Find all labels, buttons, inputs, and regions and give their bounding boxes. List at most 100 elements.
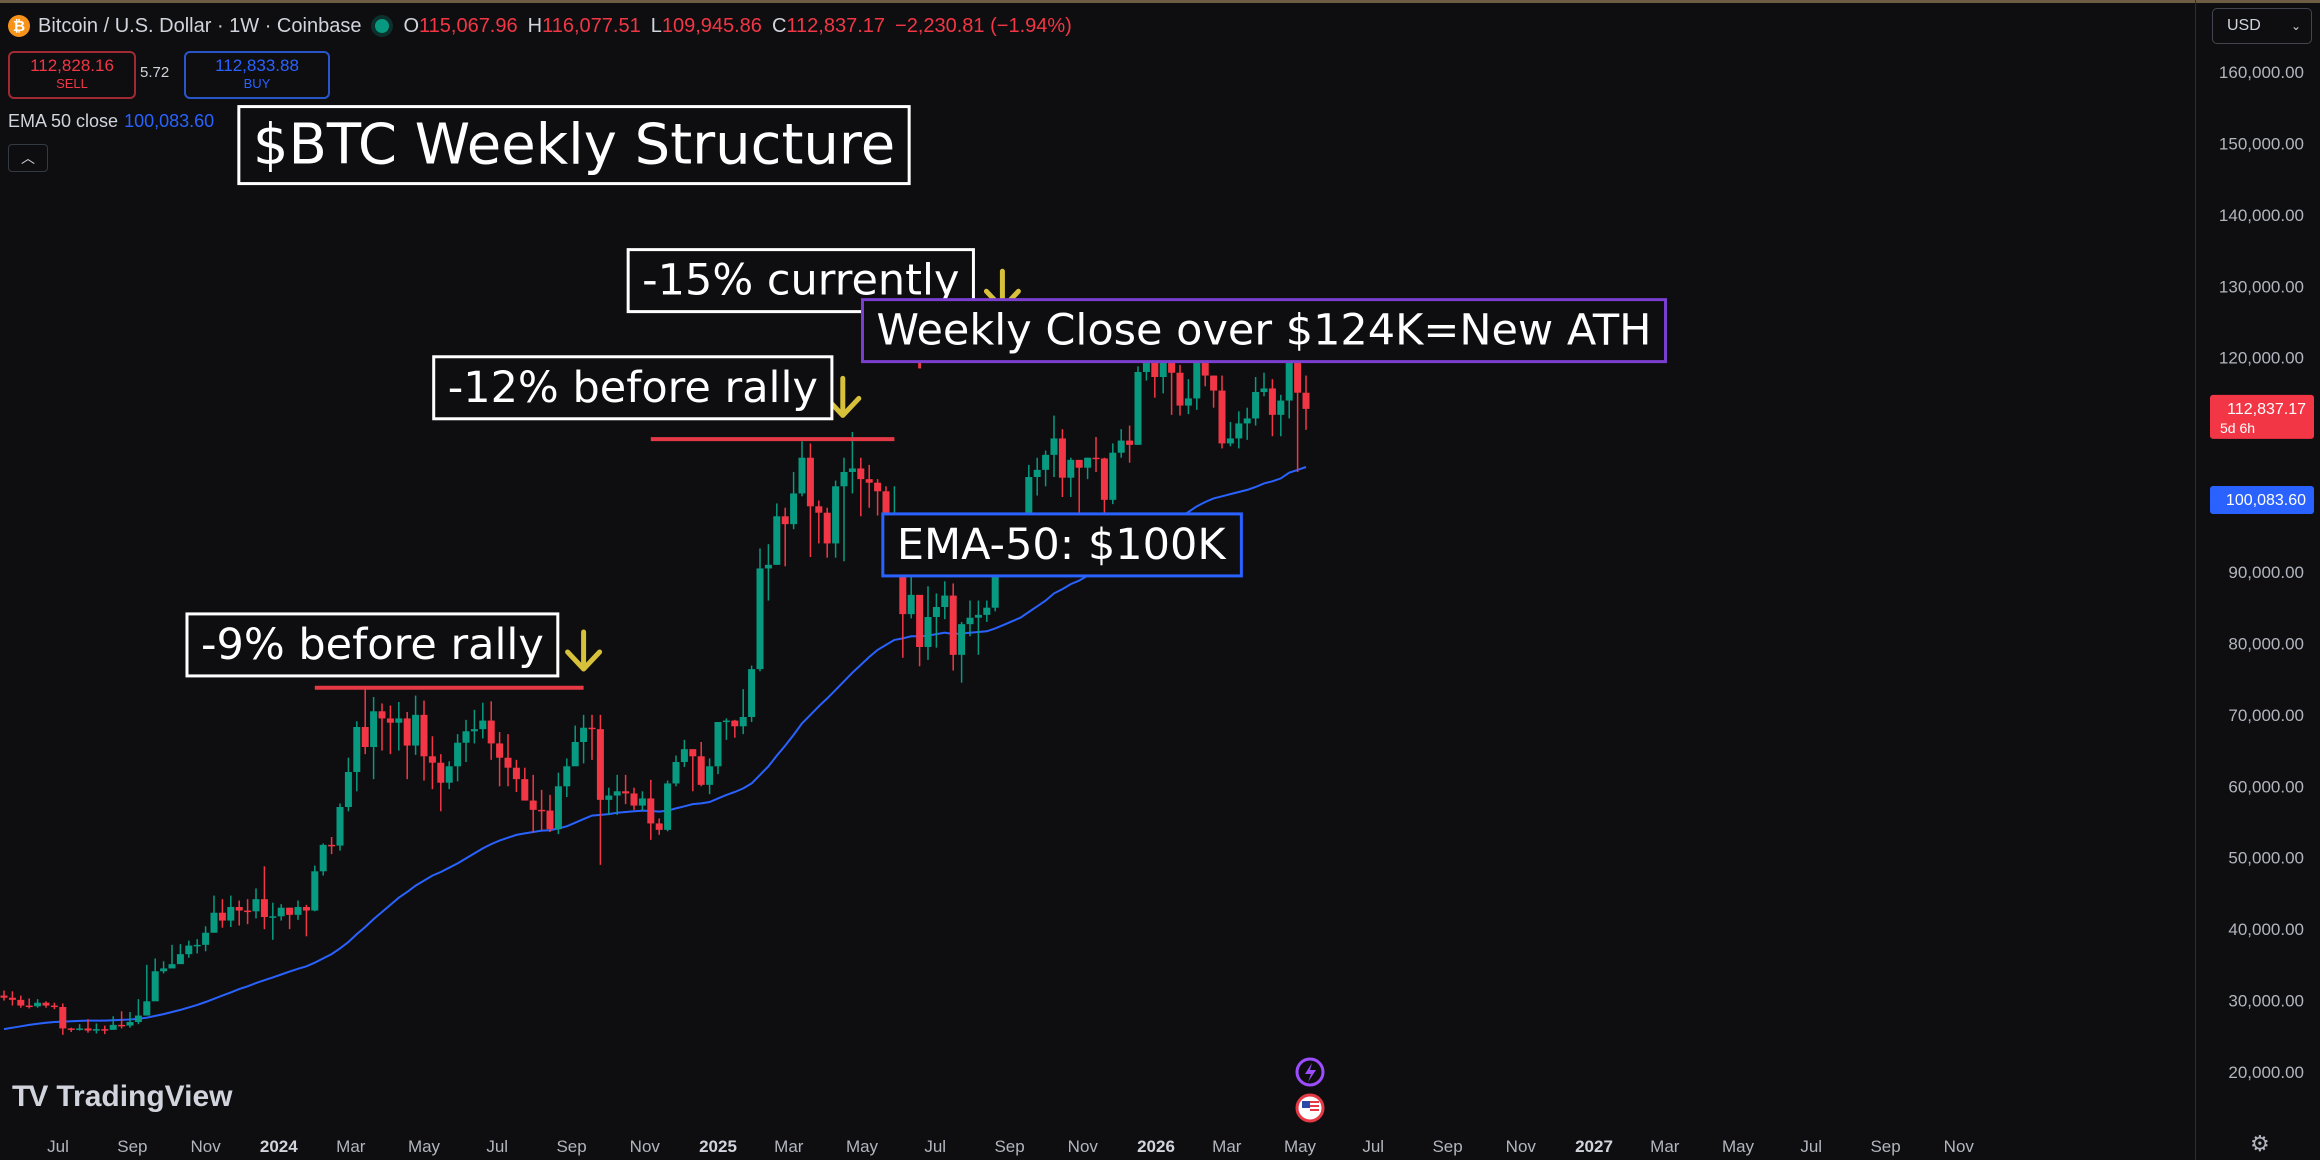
candle-body [1109,452,1117,500]
currency-select[interactable]: USD ⌄ [2212,8,2312,44]
candle-body [445,766,453,783]
y-tick-label: 20,000.00 [2228,1063,2304,1082]
x-tick-label: May [1284,1137,1317,1156]
candle-body [756,568,764,670]
close-label: C [771,14,787,37]
candle-body [244,910,252,913]
bitcoin-icon: ₿ [8,15,30,37]
candle-body [596,729,604,800]
candle-body [798,457,806,494]
candle-body [437,762,445,783]
collapse-legend-button[interactable]: ︿ [8,144,48,172]
x-tick-label: May [1722,1137,1755,1156]
label-weekly-close-frame [860,298,1668,364]
y-tick-label: 30,000.00 [2228,992,2304,1011]
symbol-legend: ₿ Bitcoin / U.S. Dollar · 1W · Coinbase … [8,11,1082,41]
candle-body [638,798,646,806]
ema-price-tag-bg [2210,485,2314,514]
label-ema50-text: EMA-50: $100K [897,520,1228,570]
candle-body [50,1005,58,1008]
candle-body [916,594,924,647]
x-tick-label: Nov [1506,1137,1537,1156]
candle-body [126,1022,134,1026]
candle-body [1218,390,1226,444]
candle-body [1142,358,1150,372]
candle-body [185,945,193,955]
candle-body [714,722,722,767]
candle-body [1285,339,1293,401]
candle-body [59,1007,67,1029]
candle-body [672,762,680,784]
y-tick-label: 50,000.00 [2228,849,2304,868]
candle-body [302,907,310,911]
label-weekly-close-text: Weekly Close over $124K=New ATH [876,306,1651,356]
x-tick-label: 2025 [699,1137,737,1156]
candle-body [1235,423,1243,439]
candle-body [680,749,688,762]
candle-body [521,779,529,801]
candle-body [554,786,562,830]
ema-legend[interactable]: EMA 50 close 100,083.60 [8,111,214,132]
candle-body [151,971,159,1002]
low-label: L [650,14,662,37]
candle-body [1268,388,1276,415]
x-tick-label: Mar [336,1137,366,1156]
candle-body [109,1024,117,1030]
candle-body [8,997,16,1000]
candle-body [1134,372,1142,445]
candle-body [1033,469,1041,477]
label-ema50-frame [881,512,1243,578]
arrow-2024 [565,629,603,672]
candle-body [580,727,588,742]
candle-body [790,493,798,525]
candle-body [924,617,932,647]
label-9pct-text: -9% before rally [201,620,544,670]
gear-icon[interactable]: ⚙ [2250,1131,2270,1156]
us-flag-canton [1302,1101,1310,1108]
candle-body [974,614,982,618]
candle-body [563,766,571,787]
spread-value: 5.72 [140,64,170,81]
tradingview-logo: TV TradingView [12,1080,233,1114]
y-tick-label: 40,000.00 [2228,920,2304,939]
x-tick-label: Jul [1800,1137,1822,1156]
candle-body [1092,457,1100,460]
candle-body [193,944,201,947]
candle-body [118,1024,126,1027]
candle-body [1168,362,1176,373]
sell-button[interactable]: 112,828.16 SELL [8,51,136,99]
change-value: −2,230.81 (−1.94%) [895,14,1072,37]
x-tick-label: Jul [47,1137,69,1156]
currency-value: USD [2227,17,2261,34]
candle-body [487,720,495,744]
candle-body [143,1001,151,1016]
label-ema50: EMA-50: $100K [881,512,1243,578]
candle-body [1176,372,1184,406]
candle-body [1117,440,1125,453]
candle-body [0,995,8,998]
market-open-icon [375,19,390,33]
candle-body [806,457,814,507]
y-tick-label: 60,000.00 [2228,777,2304,796]
chevron-down-icon: ⌄ [2290,19,2301,33]
candle-body [277,907,285,917]
candle-body [252,899,260,912]
candle-body [731,720,739,727]
symbol-title[interactable]: Bitcoin / U.S. Dollar · 1W · Coinbase [38,14,362,37]
candle-body [42,1002,50,1006]
x-tick-label: Mar [774,1137,804,1156]
x-tick-label: Nov [1068,1137,1099,1156]
x-tick-label: Nov [630,1137,661,1156]
candle-body [1067,459,1075,478]
candle-body [1243,418,1251,424]
candle-body [378,711,386,719]
candle-body [1159,362,1167,377]
buy-button[interactable]: 112,833.88 BUY [184,51,330,99]
last-price-tag-bg [2210,394,2314,439]
candle-body [840,472,848,487]
news-event-icon [1295,1057,1325,1087]
candle-body [1042,454,1050,470]
candle-body [823,512,831,544]
